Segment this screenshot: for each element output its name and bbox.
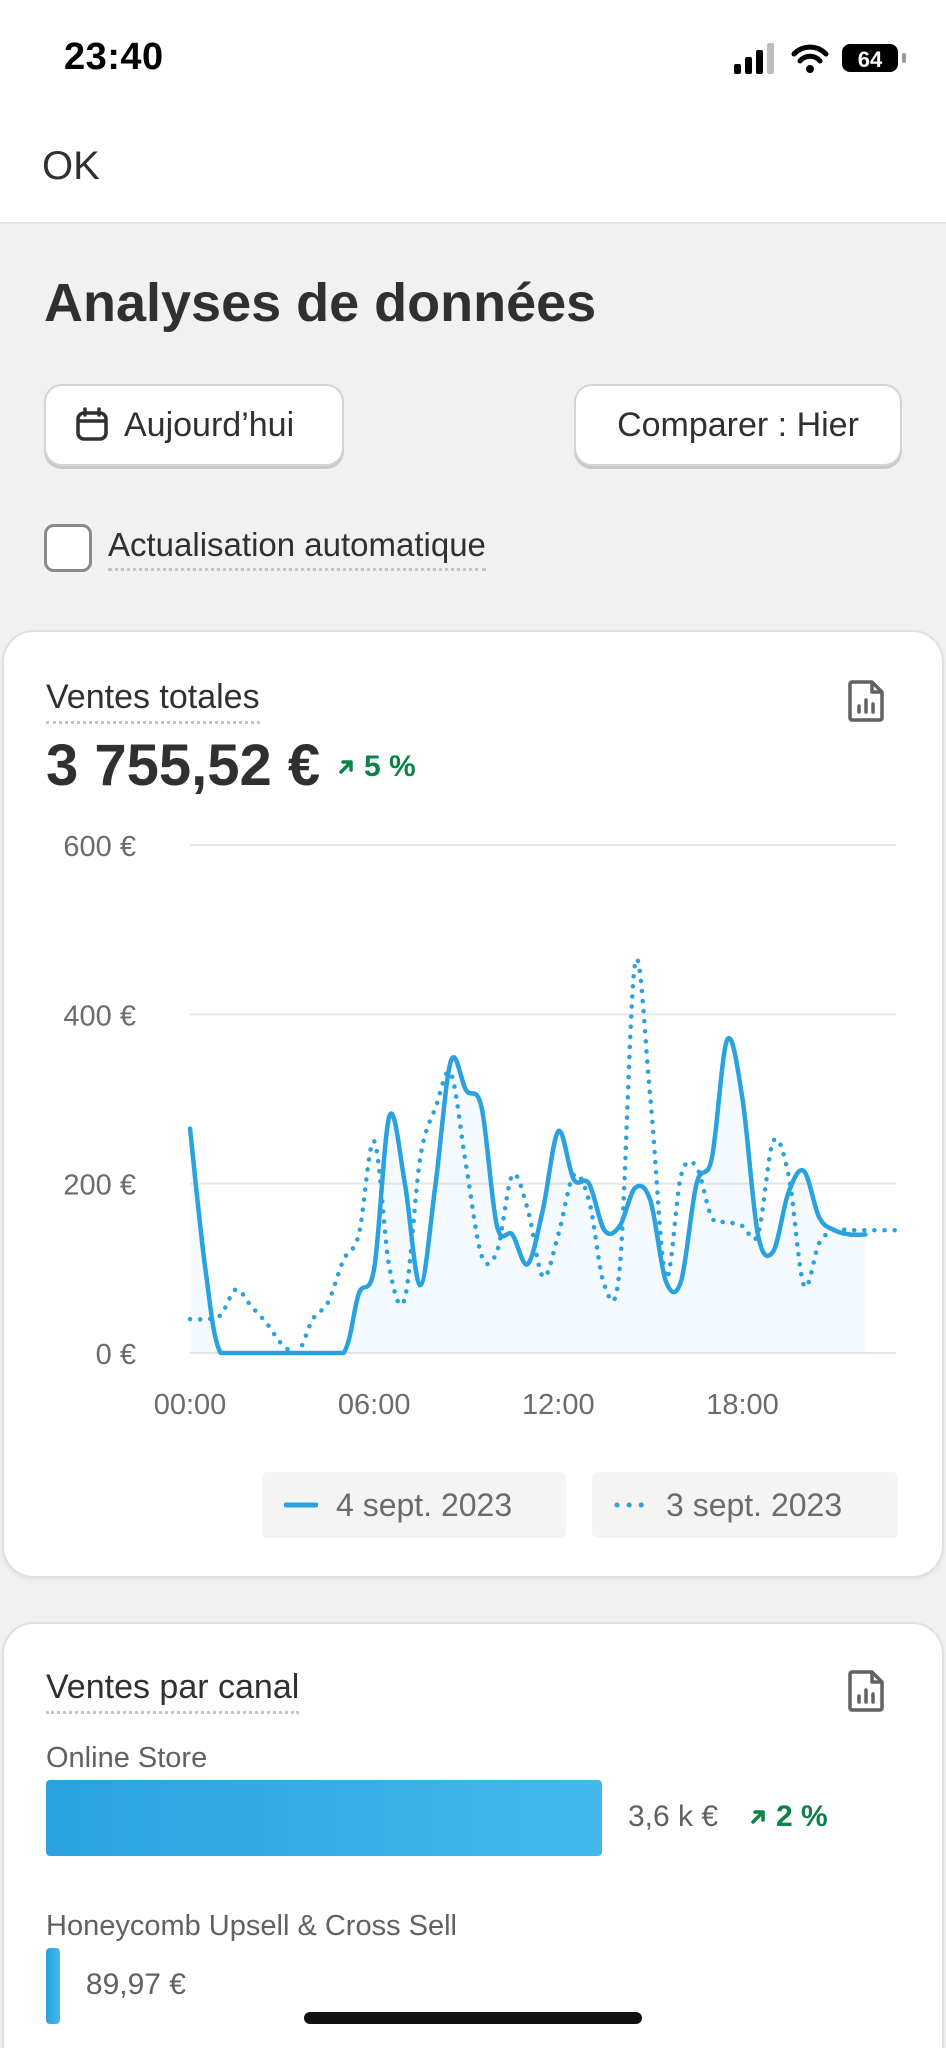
total-sales-growth-value: 5 % bbox=[364, 750, 416, 783]
status-bar: 23:40 64 bbox=[0, 0, 946, 112]
compare-button[interactable]: Comparer : Hier bbox=[574, 384, 902, 466]
total-sales-card: Ventes totales 3 755,52 € 5 % 0 € 200 € 40… bbox=[2, 630, 944, 1578]
legend-dotted-swatch bbox=[614, 1502, 648, 1508]
compare-label: Comparer : Hier bbox=[617, 405, 859, 444]
sales-line-chart: 0 € 200 € 400 € 600 € 00:00 06:00 12:00 18:00 bbox=[63, 831, 899, 1421]
signal-wifi-battery-icon: 64 bbox=[734, 43, 906, 74]
legend-item-current[interactable]: 4 sept. 2023 bbox=[262, 1472, 566, 1538]
channel-label-online-store: Online Store bbox=[46, 1742, 208, 1774]
series-area-current bbox=[190, 1038, 866, 1353]
channel-growth-online-store: 2 % bbox=[748, 1800, 828, 1834]
report-icon[interactable] bbox=[846, 678, 886, 722]
nav-bar: OK bbox=[0, 112, 946, 224]
sales-by-channel-card: Ventes par canal Online Store 3,6 k € 2 … bbox=[2, 1622, 944, 2048]
y-tick-label: 400 € bbox=[63, 1000, 136, 1032]
channel-label-honeycomb: Honeycomb Upsell & Cross Sell bbox=[46, 1910, 457, 1942]
legend-solid-swatch bbox=[284, 1502, 318, 1508]
channel-bar-online-store[interactable] bbox=[46, 1780, 602, 1856]
x-tick-label: 06:00 bbox=[338, 1389, 411, 1421]
battery-level: 64 bbox=[858, 47, 883, 72]
home-indicator bbox=[304, 2012, 642, 2024]
ok-button[interactable]: OK bbox=[42, 144, 100, 188]
legend-label-previous: 3 sept. 2023 bbox=[666, 1486, 843, 1523]
arrow-up-right-icon bbox=[751, 1810, 765, 1824]
auto-refresh-checkbox[interactable] bbox=[44, 524, 92, 572]
legend-label-current: 4 sept. 2023 bbox=[336, 1486, 513, 1523]
x-tick-label: 12:00 bbox=[522, 1389, 595, 1421]
series-line-current bbox=[187, 1035, 868, 1356]
y-tick-label: 200 € bbox=[63, 1170, 136, 1202]
legend-item-previous[interactable]: 3 sept. 2023 bbox=[592, 1472, 898, 1538]
calendar-icon bbox=[76, 407, 108, 441]
arrow-up-right-icon bbox=[339, 760, 353, 774]
total-sales-title[interactable]: Ventes totales bbox=[46, 678, 260, 724]
x-tick-label: 18:00 bbox=[706, 1389, 779, 1421]
y-tick-label: 600 € bbox=[63, 831, 136, 863]
total-sales-growth: 5 % bbox=[336, 750, 416, 784]
channel-value-online-store: 3,6 k € bbox=[628, 1800, 719, 1833]
status-time: 23:40 bbox=[64, 36, 164, 78]
channel-value-honeycomb: 89,97 € bbox=[85, 1968, 186, 2001]
channel-bar-honeycomb[interactable] bbox=[46, 1948, 60, 2024]
y-tick-label: 0 € bbox=[96, 1339, 136, 1371]
auto-refresh-row: Actualisation automatique bbox=[44, 524, 486, 572]
sales-by-channel-title[interactable]: Ventes par canal bbox=[46, 1668, 300, 1714]
series-line-previous bbox=[187, 957, 899, 1356]
date-range-label: Aujourd’hui bbox=[124, 405, 295, 444]
page-title: Analyses de données bbox=[44, 273, 597, 333]
date-range-button[interactable]: Aujourd’hui bbox=[44, 384, 344, 466]
status-icons: 64 bbox=[734, 40, 914, 76]
channel-growth-value-online-store: 2 % bbox=[776, 1800, 828, 1833]
report-icon[interactable] bbox=[846, 1668, 886, 1712]
auto-refresh-label[interactable]: Actualisation automatique bbox=[108, 526, 486, 571]
total-sales-value: 3 755,52 € bbox=[46, 733, 321, 798]
x-tick-label: 00:00 bbox=[154, 1389, 227, 1421]
